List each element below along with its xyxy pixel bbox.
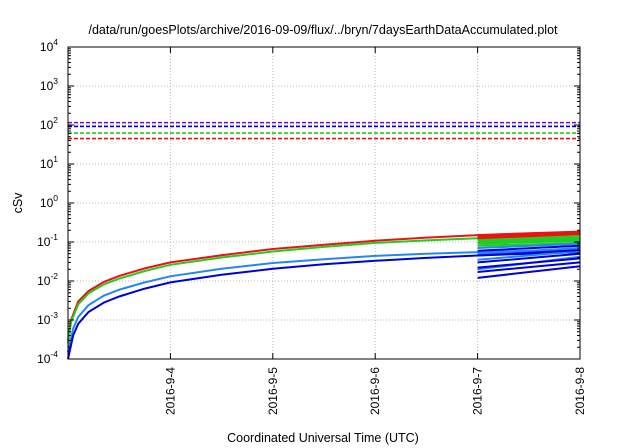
y-tick-label: 10-4 [37, 349, 58, 366]
x-axis-label: Coordinated Universal Time (UTC) [227, 431, 419, 445]
y-tick-label: 10-2 [37, 271, 58, 288]
series-line [67, 248, 581, 353]
series-line [477, 250, 581, 261]
y-tick-label: 102 [40, 115, 58, 132]
series-line [477, 265, 581, 279]
series-line [477, 231, 581, 238]
series-line [67, 230, 581, 341]
series-line [477, 238, 581, 243]
y-axis-label: cSv [11, 192, 25, 214]
y-tick-label: 100 [40, 193, 58, 210]
x-tick-label: 2016-9-4 [163, 367, 177, 415]
series-line [477, 257, 581, 269]
series-line [477, 241, 581, 247]
y-tick-label: 10-3 [37, 310, 58, 327]
series-line [67, 251, 581, 360]
series-line [477, 244, 581, 252]
grid [68, 47, 580, 359]
series-line [477, 239, 581, 245]
x-tick-label: 2016-9-7 [471, 367, 485, 415]
x-tick-label: 2016-9-8 [573, 367, 587, 415]
series-line [477, 233, 581, 240]
series-line [477, 261, 581, 273]
y-tick-label: 101 [40, 154, 58, 171]
series-line [477, 249, 581, 257]
threshold-lines [68, 121, 580, 140]
series-line [477, 236, 581, 242]
chart-title: /data/run/goesPlots/archive/2016-09-09/f… [88, 23, 558, 37]
y-axis: 10-4 10-3 10-2 10-1 100 101 102 103 104 [37, 37, 580, 366]
y-tick-label: 10-1 [37, 232, 58, 249]
y-tick-label: 104 [40, 37, 58, 54]
series-line [477, 247, 581, 255]
y-tick-label: 103 [40, 76, 58, 93]
x-axis: 2016-9-4 2016-9-5 2016-9-6 2016-9-7 2016-9-8 [163, 47, 587, 415]
x-tick-label: 2016-9-5 [266, 367, 280, 415]
series-line [477, 242, 581, 249]
series-line [477, 252, 581, 264]
series-line [67, 234, 581, 344]
series-lines [67, 230, 581, 360]
x-tick-label: 2016-9-6 [368, 367, 382, 415]
